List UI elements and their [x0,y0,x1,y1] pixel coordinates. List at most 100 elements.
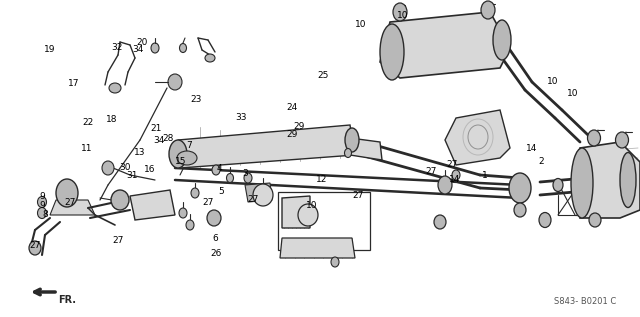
Text: FR.: FR. [58,295,76,305]
Ellipse shape [111,190,129,210]
Text: 27: 27 [29,241,41,250]
Text: 29: 29 [294,122,305,131]
Ellipse shape [553,178,563,191]
Ellipse shape [179,43,186,53]
Ellipse shape [493,20,511,60]
Ellipse shape [616,132,628,148]
Polygon shape [282,196,310,228]
Ellipse shape [514,203,526,217]
Ellipse shape [168,74,182,90]
Ellipse shape [539,212,551,228]
Polygon shape [280,238,355,258]
Polygon shape [50,200,95,215]
Text: 31: 31 [127,171,138,180]
Ellipse shape [393,3,407,21]
Ellipse shape [191,188,199,198]
Text: S843- B0201 C: S843- B0201 C [554,297,616,307]
Text: 5: 5 [219,187,224,196]
Text: 21: 21 [150,124,162,133]
Polygon shape [350,138,382,160]
Text: 6: 6 [213,234,218,243]
Text: 10: 10 [547,77,559,86]
Ellipse shape [298,204,318,226]
Text: 10: 10 [567,89,579,98]
Ellipse shape [179,208,187,218]
Polygon shape [580,142,640,218]
Ellipse shape [38,208,47,218]
Ellipse shape [589,213,601,227]
Ellipse shape [205,54,215,62]
Ellipse shape [56,179,78,207]
Text: 7: 7 [187,141,192,150]
Ellipse shape [102,161,114,175]
Bar [278,192,370,250]
Text: 9: 9 [40,192,45,201]
Text: 10: 10 [306,201,317,210]
Text: 10: 10 [355,20,366,29]
Text: 15: 15 [175,157,187,166]
Ellipse shape [571,148,593,218]
Text: 32: 32 [111,43,122,52]
Text: 33: 33 [235,113,246,122]
Polygon shape [245,183,272,202]
Text: 30: 30 [120,163,131,172]
Text: 14: 14 [449,175,460,184]
Ellipse shape [452,170,460,180]
Text: 27: 27 [65,198,76,207]
Ellipse shape [380,24,404,80]
Text: 27: 27 [247,195,259,204]
Ellipse shape [227,173,234,183]
Text: 12: 12 [316,175,328,184]
Text: 34: 34 [132,45,143,54]
Ellipse shape [620,152,636,208]
Text: 27: 27 [113,236,124,245]
Text: 8: 8 [42,210,47,219]
Text: 2: 2 [538,157,543,166]
Ellipse shape [509,173,531,203]
Text: 25: 25 [317,71,328,80]
Ellipse shape [331,257,339,267]
Text: 23: 23 [191,95,202,104]
Text: 27: 27 [425,167,436,176]
Text: 29: 29 [286,130,298,139]
Ellipse shape [481,1,495,19]
Text: 10: 10 [397,11,409,20]
Text: 17: 17 [68,79,79,87]
Ellipse shape [177,151,197,165]
Text: 27: 27 [202,198,214,207]
Text: 28: 28 [163,134,174,143]
Polygon shape [178,125,355,168]
Ellipse shape [169,140,187,168]
Ellipse shape [344,148,351,158]
Text: 11: 11 [81,145,93,153]
Text: 14: 14 [525,144,537,153]
Ellipse shape [253,184,273,206]
Text: 19: 19 [44,45,55,54]
Polygon shape [130,190,175,220]
Polygon shape [380,12,510,78]
Text: 27: 27 [446,160,458,169]
Ellipse shape [186,220,194,230]
Text: 24: 24 [287,103,298,112]
Ellipse shape [207,210,221,226]
Text: 27: 27 [353,191,364,200]
Ellipse shape [345,128,359,152]
Text: 34: 34 [153,136,164,145]
Ellipse shape [29,241,41,255]
Text: 4: 4 [216,164,221,172]
Ellipse shape [434,215,446,229]
Polygon shape [445,110,510,165]
Ellipse shape [212,165,220,175]
Text: 26: 26 [211,249,222,258]
Text: 1: 1 [482,171,487,180]
Ellipse shape [38,197,47,208]
Text: 18: 18 [106,115,118,124]
Ellipse shape [588,130,600,146]
Ellipse shape [244,173,252,183]
Ellipse shape [438,176,452,194]
Ellipse shape [109,83,121,93]
Text: 3: 3 [243,169,248,178]
Text: 16: 16 [144,165,156,174]
Text: 22: 22 [83,119,94,127]
Ellipse shape [151,43,159,53]
